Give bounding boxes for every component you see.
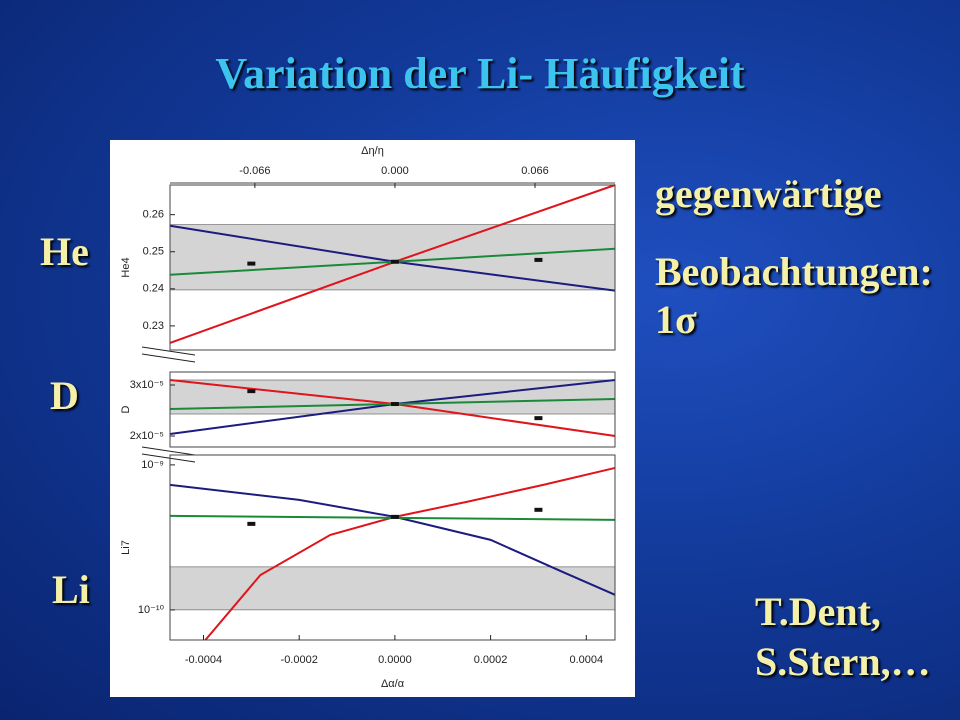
observation-point xyxy=(247,261,256,266)
x2-tick-label: 0.066 xyxy=(521,165,549,177)
chart-background xyxy=(110,140,635,697)
observation-band xyxy=(169,379,616,415)
x-tick-label: 0.0000 xyxy=(378,654,412,666)
x2-tick-label: -0.066 xyxy=(239,165,270,177)
plot-frame xyxy=(169,454,616,641)
plot-frame xyxy=(169,184,616,351)
note: gegenwärtige xyxy=(655,171,882,216)
x-tick-label: 0.0002 xyxy=(474,654,508,666)
y-axis-label: Li7 xyxy=(120,540,132,555)
y-tick-label: 10⁻⁹ xyxy=(141,459,164,471)
observation-point xyxy=(534,416,543,421)
observation-band xyxy=(169,566,616,611)
observation-band xyxy=(169,224,616,291)
y-tick-label: 0.24 xyxy=(143,283,164,295)
y-tick-label: 0.26 xyxy=(143,209,164,221)
observation-point xyxy=(534,257,543,262)
note: Beobachtungen: xyxy=(655,249,933,294)
x-tick-label: 0.0004 xyxy=(569,654,603,666)
credit: S.Stern,… xyxy=(755,639,931,684)
y-tick-label: 2x10⁻⁵ xyxy=(130,430,164,442)
series-line xyxy=(169,483,616,596)
x2-axis-label: Δη/η xyxy=(361,145,384,157)
plot-frame xyxy=(169,371,616,448)
y-axis-label: He4 xyxy=(120,257,132,277)
row-label: Li xyxy=(52,567,90,612)
x-axis-label: Δα/α xyxy=(381,678,405,690)
y-tick-label: 0.23 xyxy=(143,320,164,332)
y-tick-label: 10⁻¹⁰ xyxy=(138,604,165,616)
note: 1σ xyxy=(655,297,697,342)
x2-tick-label: 0.000 xyxy=(381,165,409,177)
observation-point xyxy=(247,521,256,526)
slide-title: Variation der Li- Häufigkeit xyxy=(215,49,745,98)
observation-point xyxy=(390,259,399,264)
credit: T.Dent, xyxy=(755,589,881,634)
x-tick-label: -0.0004 xyxy=(185,654,222,666)
observation-point xyxy=(390,402,399,407)
y-axis-label: D xyxy=(120,405,132,413)
y-tick-label: 3x10⁻⁵ xyxy=(130,379,164,391)
observation-point xyxy=(534,507,543,512)
observation-point xyxy=(390,514,399,519)
axis-break xyxy=(141,346,196,463)
x-tick-label: -0.0002 xyxy=(281,654,318,666)
observation-point xyxy=(247,389,256,394)
row-label: He xyxy=(40,229,89,274)
y-tick-label: 0.25 xyxy=(143,246,164,258)
row-label: D xyxy=(50,373,79,418)
